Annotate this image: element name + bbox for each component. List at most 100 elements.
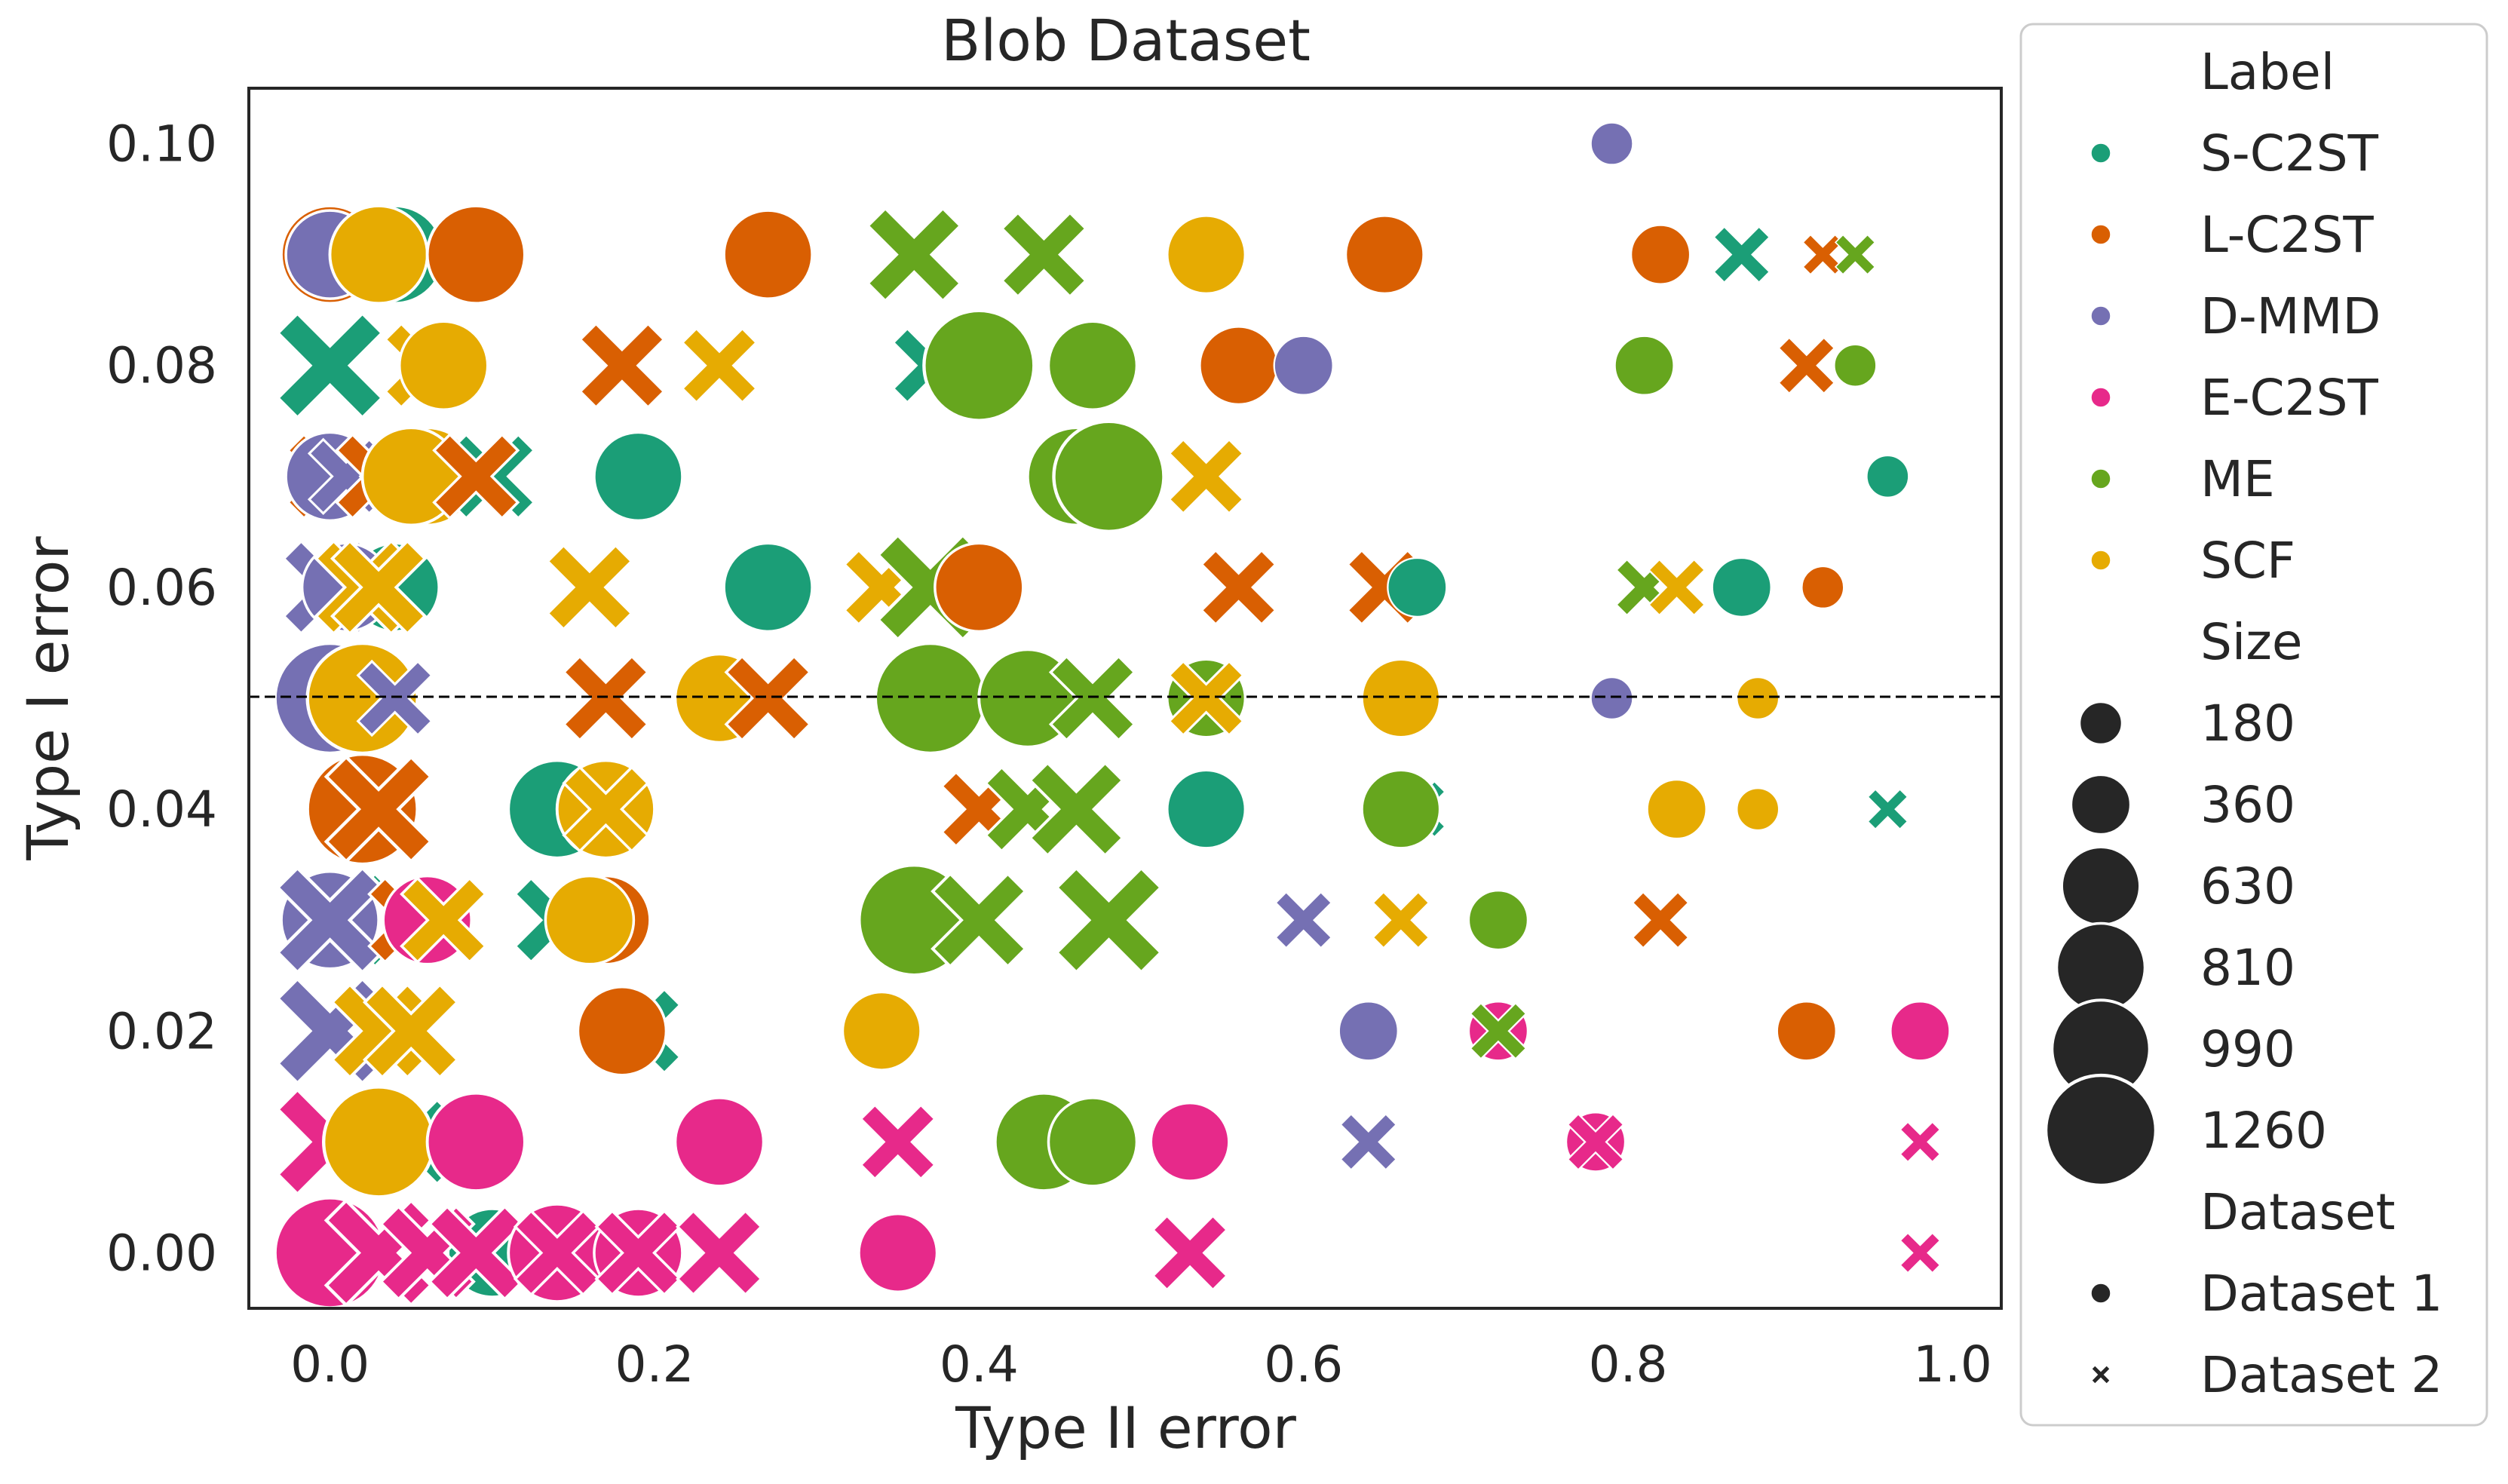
legend-marker-l-c2st [2090,224,2111,245]
legend-size-180: 180 [2200,694,2295,753]
point-l-c2st [576,986,668,1077]
point-s-c2st [1711,556,1772,618]
legend-title-size: Size [2200,613,2302,671]
point-scf [842,991,922,1072]
x-tick-label: 1.0 [1913,1335,1992,1394]
y-tick-label: 0.08 [106,337,217,395]
point-s-c2st [1866,455,1909,498]
point-scf [1736,676,1780,720]
point-scf [1167,437,1245,515]
legend-marker-d-mmd [2090,305,2111,327]
point-me [1000,210,1088,299]
x-tick-label: 0.0 [290,1335,369,1394]
chart-title: Blob Dataset [941,7,1311,74]
point-l-c2st [432,432,520,520]
point-d-mmd [1590,122,1633,165]
point-l-c2st [1344,214,1425,295]
legend-marker-s-c2st [2090,143,2111,164]
legend-size-1260: 1260 [2200,1102,2327,1160]
point-s-c2st [275,311,385,421]
point-s-c2st [1867,788,1909,830]
point-me [866,206,963,303]
point-scf [680,327,759,404]
point-scf [1647,558,1706,617]
legend-item-e-c2st: E-C2ST [2200,369,2378,427]
point-l-c2st [1631,891,1690,949]
point-s-c2st [593,431,684,523]
y-axis-label: Type I error [14,536,81,861]
x-axis-ticks: 0.0 0.2 0.4 0.6 0.8 1.0 [290,1335,1992,1394]
legend-item-s-c2st: S-C2ST [2200,124,2379,182]
point-scf [544,874,636,966]
point-me [1048,654,1136,743]
x-tick-label: 0.2 [615,1335,694,1394]
point-l-c2st [1801,566,1844,609]
y-tick-label: 0.10 [106,115,217,173]
point-e-c2st [857,1213,938,1293]
point-l-c2st [1630,224,1691,285]
point-scf [321,1085,436,1199]
point-me [1467,890,1529,951]
data-points [273,122,1951,1310]
y-tick-label: 0.00 [106,1224,217,1282]
point-me [1360,768,1441,850]
legend-title-label: Label [2200,43,2335,101]
point-scf [1372,891,1430,949]
legend-item-l-c2st: L-C2ST [2200,206,2374,264]
legend-dataset-dataset-2: Dataset 2 [2200,1346,2442,1404]
x-tick-label: 0.6 [1264,1335,1343,1394]
legend-size-990: 990 [2200,1020,2295,1078]
point-d-mmd [1338,1001,1399,1062]
point-scf [562,765,650,854]
point-d-mmd [1339,1112,1398,1172]
point-d-mmd [1274,891,1333,949]
y-axis-ticks: 0.00 0.02 0.04 0.06 0.08 0.10 [106,115,217,1283]
point-l-c2st [1777,336,1836,395]
point-me [1054,865,1164,975]
point-s-c2st [1712,225,1771,284]
point-d-mmd [356,659,434,737]
legend-title-dataset: Dataset [2200,1183,2395,1241]
point-me [922,308,1036,422]
legend-marker-scf [2090,550,2111,571]
point-scf [1736,787,1780,831]
point-scf [1166,214,1246,295]
y-tick-label: 0.06 [106,559,217,617]
point-l-c2st [934,541,1025,633]
point-d-mmd [1590,676,1633,720]
legend-size-marker [2043,1073,2158,1188]
point-e-c2st [1899,1232,1941,1274]
point-me [1833,344,1877,388]
point-scf [400,876,488,964]
point-scf [1360,658,1441,739]
legend-size-marker [2055,921,2147,1013]
point-e-c2st [676,1209,764,1297]
x-tick-label: 0.4 [940,1335,1019,1394]
x-tick-label: 0.8 [1589,1335,1668,1394]
point-s-c2st [1166,768,1246,850]
legend-item-d-mmd: D-MMD [2200,287,2381,345]
point-l-c2st [1200,548,1277,627]
point-me [1047,1096,1139,1188]
point-l-c2st [722,209,814,300]
legend-dataset-dataset-1: Dataset 1 [2200,1265,2442,1323]
point-scf [1646,778,1707,840]
point-e-c2st [673,1096,765,1188]
legend-item-scf: SCF [2200,532,2295,590]
point-e-c2st [1149,1102,1231,1182]
point-scf [397,320,489,411]
y-tick-label: 0.02 [106,1002,217,1060]
legend-marker-me [2090,468,2111,489]
point-e-c2st [1890,1001,1951,1062]
point-me [1047,320,1139,411]
point-l-c2st [1776,1001,1837,1062]
point-l-c2st [1198,325,1279,406]
point-scf [545,543,633,631]
point-l-c2st [562,654,650,743]
point-l-c2st [425,204,526,305]
point-l-c2st [323,754,434,864]
legend-size-marker [2070,774,2132,836]
legend-size-360: 360 [2200,776,2295,834]
point-e-c2st [1899,1121,1941,1163]
